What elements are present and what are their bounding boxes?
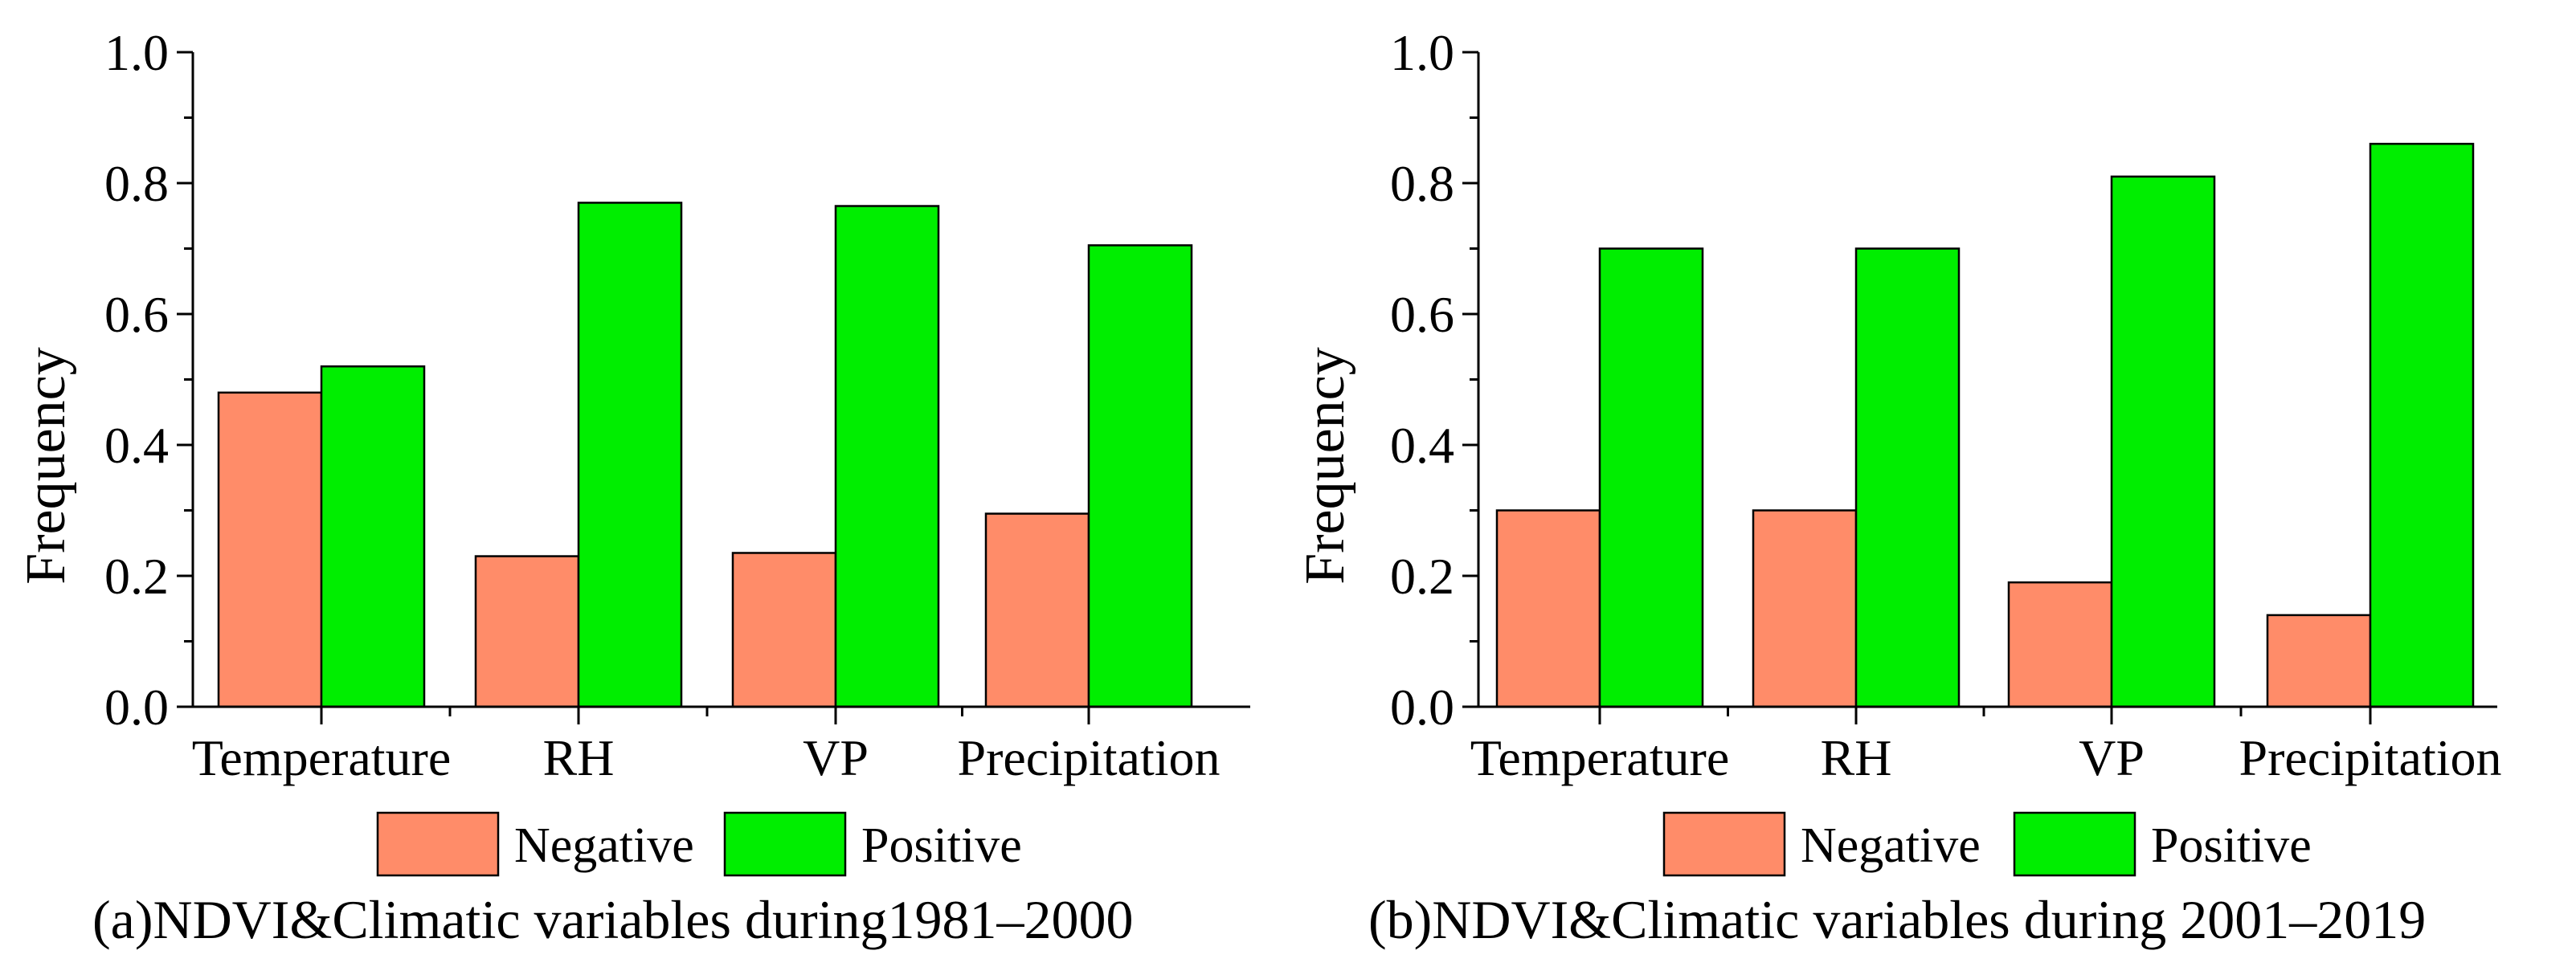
legend-label-negative: Negative bbox=[1801, 818, 1981, 873]
bar-negative-temperature bbox=[217, 391, 323, 708]
bar-negative-precipitation bbox=[2266, 614, 2372, 708]
y-tick-label: 1.0 bbox=[1390, 24, 1454, 81]
legend-label-positive: Positive bbox=[2151, 818, 2312, 873]
y-axis-title: Frequency bbox=[15, 347, 77, 584]
legend-label-positive: Positive bbox=[861, 818, 1022, 873]
chart-panel-a: 0.0 0.2 0.4 0.6 0.8 1.0 Temperature RH VP Precipi… bbox=[15, 24, 1250, 950]
x-tick-label-precipitation: Precipitation bbox=[2239, 729, 2501, 786]
y-tick-label: 0.0 bbox=[104, 679, 169, 736]
bar-positive-precipitation bbox=[2369, 142, 2475, 708]
y-tick-label: 0.2 bbox=[104, 548, 169, 605]
chart-panel-b: 0.0 0.2 0.4 0.6 0.8 1.0 Temperature RH VP Precipi… bbox=[1294, 24, 2502, 950]
bar-negative-rh bbox=[474, 555, 580, 708]
y-tick-label: 0.4 bbox=[1390, 417, 1454, 474]
x-tick-label-vp: VP bbox=[2079, 729, 2145, 786]
bar-positive-rh bbox=[577, 202, 683, 708]
bar-positive-temperature bbox=[1598, 247, 1704, 708]
x-tick-label-rh: RH bbox=[543, 729, 615, 786]
bar-negative-vp bbox=[2007, 581, 2113, 708]
legend-swatch-negative bbox=[376, 811, 500, 877]
legend: Negative Positive bbox=[376, 811, 1022, 877]
x-tick-label-precipitation: Precipitation bbox=[957, 729, 1220, 786]
chart-caption: (b)NDVI&Climatic variables during 2001–2… bbox=[1368, 889, 2426, 950]
bar-positive-temperature bbox=[320, 365, 426, 708]
bar-positive-rh bbox=[1854, 247, 1961, 708]
bar-negative-precipitation bbox=[984, 512, 1090, 708]
legend-swatch-positive bbox=[2013, 811, 2136, 877]
x-tick-label-vp: VP bbox=[803, 729, 869, 786]
legend-swatch-negative bbox=[1662, 811, 1786, 877]
x-tick-label-rh: RH bbox=[1821, 729, 1892, 786]
legend-label-negative: Negative bbox=[514, 818, 694, 873]
bar-positive-precipitation bbox=[1087, 244, 1193, 708]
y-tick-label: 0.6 bbox=[1390, 286, 1454, 343]
bar-positive-vp bbox=[2110, 175, 2216, 708]
y-tick-label: 0.6 bbox=[104, 286, 169, 343]
legend-swatch-positive bbox=[723, 811, 847, 877]
chart-caption: (a)NDVI&Climatic variables during1981–20… bbox=[92, 889, 1134, 950]
bar-negative-temperature bbox=[1495, 509, 1601, 708]
y-tick-label: 1.0 bbox=[104, 24, 169, 81]
y-tick-label: 0.8 bbox=[104, 155, 169, 212]
y-tick-label: 0.4 bbox=[104, 417, 169, 474]
y-tick-label: 0.2 bbox=[1390, 548, 1454, 605]
x-tick-label-temperature: Temperature bbox=[1470, 729, 1729, 786]
bar-negative-rh bbox=[1752, 509, 1858, 708]
y-tick-label: 0.8 bbox=[1390, 155, 1454, 212]
x-tick-label-temperature: Temperature bbox=[192, 729, 451, 786]
y-axis-title: Frequency bbox=[1294, 347, 1356, 584]
bar-negative-vp bbox=[731, 552, 837, 708]
bar-positive-vp bbox=[834, 205, 940, 708]
legend: Negative Positive bbox=[1662, 811, 2312, 877]
y-tick-label: 0.0 bbox=[1390, 679, 1454, 736]
